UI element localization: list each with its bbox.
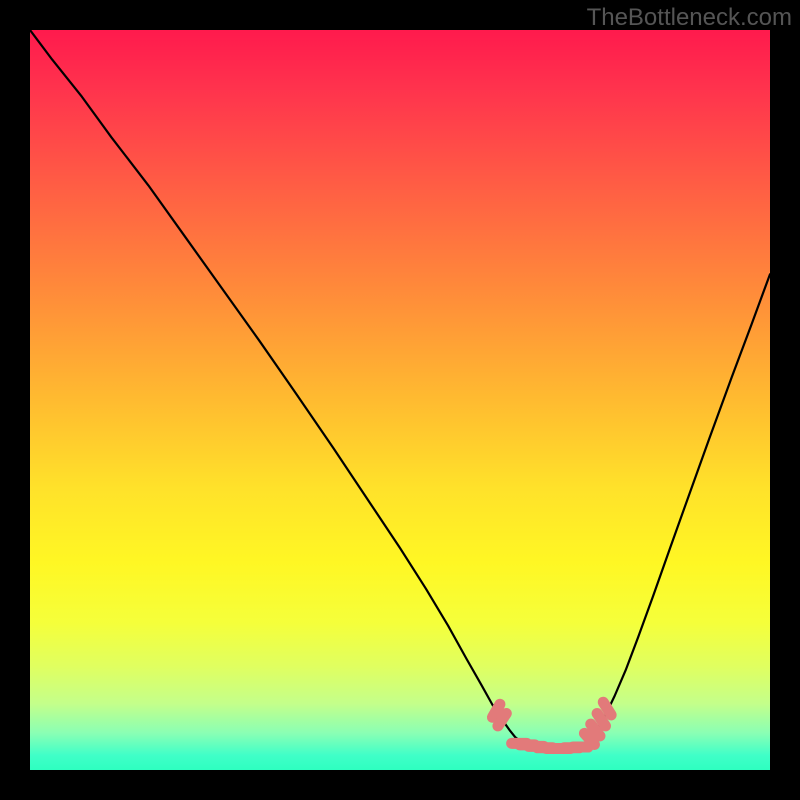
gradient-background: [30, 30, 770, 770]
watermark-text: TheBottleneck.com: [587, 4, 792, 32]
plot-area: [30, 30, 770, 770]
chart-svg: [30, 30, 770, 770]
chart-frame: TheBottleneck.com: [0, 0, 800, 800]
